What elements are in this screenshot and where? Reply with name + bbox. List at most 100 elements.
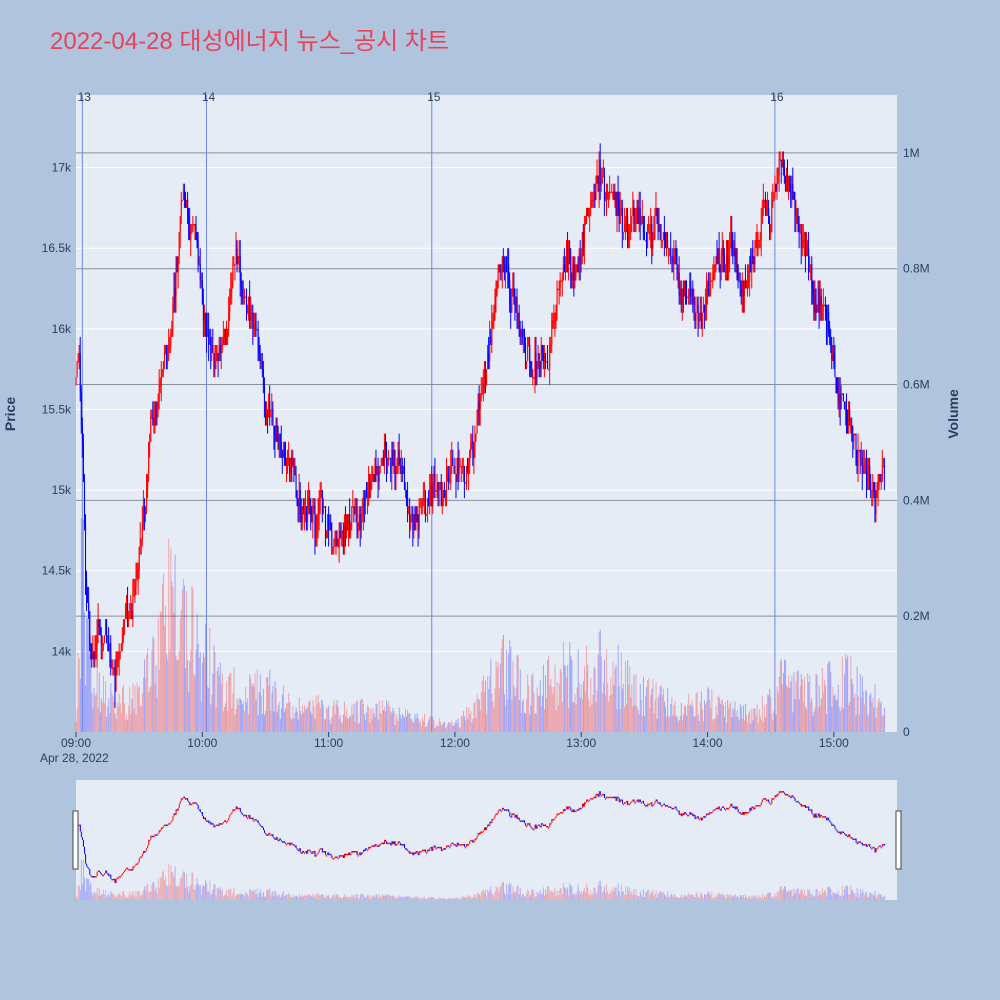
volume-bar	[566, 677, 568, 732]
slider-candle	[633, 799, 635, 803]
volume-bar	[227, 711, 229, 732]
volume-bar	[714, 718, 716, 732]
slider-candle	[232, 809, 234, 813]
slider-volume-bar	[877, 894, 879, 900]
candlestick	[249, 296, 251, 321]
candlestick	[783, 167, 785, 176]
candlestick	[404, 465, 406, 491]
candlestick	[158, 385, 160, 402]
slider-volume-bar	[720, 894, 722, 900]
slider-volume-bar	[600, 885, 602, 900]
slider-volume-bar	[602, 890, 604, 900]
candlestick	[828, 312, 830, 329]
volume-bar	[595, 702, 597, 732]
slider-candle	[528, 823, 530, 825]
slider-candle	[178, 803, 180, 808]
slider-volume-bar	[850, 885, 852, 900]
slider-volume-bar	[314, 897, 316, 900]
slider-volume-bar	[281, 892, 283, 900]
candlestick	[561, 280, 563, 282]
slider-volume-bar	[837, 891, 839, 900]
slider-volume-bar	[526, 893, 528, 900]
volume-bar	[877, 701, 879, 732]
slider-candle	[94, 876, 96, 878]
volume-bar	[709, 699, 711, 732]
volume-bar	[503, 694, 505, 732]
volume-bar	[663, 701, 665, 732]
slider-candle	[639, 799, 641, 803]
slider-candle	[810, 809, 812, 811]
slider-candle	[567, 806, 569, 810]
volume-bar	[355, 702, 357, 732]
volume-bar	[661, 695, 663, 732]
candlestick	[78, 353, 80, 362]
slider-candle	[552, 818, 554, 821]
slider-candle	[207, 820, 209, 822]
slider-candle	[835, 828, 837, 831]
slider-candle	[720, 807, 722, 811]
slider-candle	[311, 852, 313, 854]
slider-volume-bar	[92, 895, 94, 900]
slider-volume-bar	[220, 890, 222, 900]
slider-volume-bar	[405, 895, 407, 900]
slider-volume-bar	[478, 893, 480, 900]
candlestick	[105, 619, 107, 636]
slider-candle	[651, 802, 653, 807]
slider-candle	[695, 817, 697, 820]
slider-candle	[411, 852, 413, 854]
candlestick	[462, 465, 464, 468]
candlestick	[874, 490, 876, 515]
slider-candle	[246, 814, 248, 818]
range-slider-left-handle[interactable]	[72, 810, 79, 870]
volume-bar	[407, 710, 409, 732]
range-slider[interactable]	[76, 780, 897, 900]
volume-bar	[108, 698, 110, 732]
volume-bar	[366, 712, 368, 732]
slider-candle	[456, 842, 458, 847]
range-slider-right-handle[interactable]	[895, 810, 902, 870]
slider-volume-bar	[415, 897, 417, 900]
volume-bar	[590, 678, 592, 732]
candlestick	[757, 240, 759, 242]
volume-bar	[150, 685, 152, 732]
slider-volume-bar	[462, 896, 464, 900]
volume-bar	[632, 706, 634, 732]
slider-candle	[480, 831, 482, 834]
candlestick	[643, 232, 645, 241]
slider-candle	[455, 845, 457, 847]
slider-candle	[190, 803, 192, 806]
slider-volume-bar	[691, 894, 693, 900]
slider-volume-bar	[386, 894, 388, 900]
slider-volume-bar	[470, 896, 472, 900]
volume-bar	[836, 699, 838, 732]
slider-volume-bar	[164, 879, 166, 900]
slider-volume-bar	[629, 887, 631, 900]
slider-candle	[540, 823, 542, 828]
slider-volume-bar	[736, 895, 738, 900]
volume-bar	[219, 662, 221, 732]
candlestick	[600, 183, 602, 186]
candlestick	[237, 256, 239, 265]
candlestick	[659, 224, 661, 241]
volume-bar	[738, 720, 740, 732]
slider-volume-bar	[853, 893, 855, 900]
slider-candle	[259, 824, 261, 827]
volume-bar	[509, 640, 511, 732]
slider-volume-bar	[153, 882, 155, 900]
slider-candle	[487, 824, 489, 828]
candlestick	[797, 215, 799, 225]
slider-volume-bar	[858, 896, 860, 900]
slider-candle	[611, 796, 613, 799]
volume-bar	[396, 718, 398, 732]
candlestick	[114, 667, 116, 692]
main-plot-area[interactable]	[76, 95, 897, 732]
candlestick	[334, 538, 336, 547]
candlestick	[92, 651, 94, 660]
slider-candle	[215, 824, 217, 827]
volume-bar	[233, 666, 235, 732]
volume-bar	[843, 673, 845, 732]
slider-volume-bar	[825, 891, 827, 900]
slider-candle	[589, 799, 591, 801]
volume-bar	[121, 687, 123, 732]
volume-bar	[518, 699, 520, 732]
